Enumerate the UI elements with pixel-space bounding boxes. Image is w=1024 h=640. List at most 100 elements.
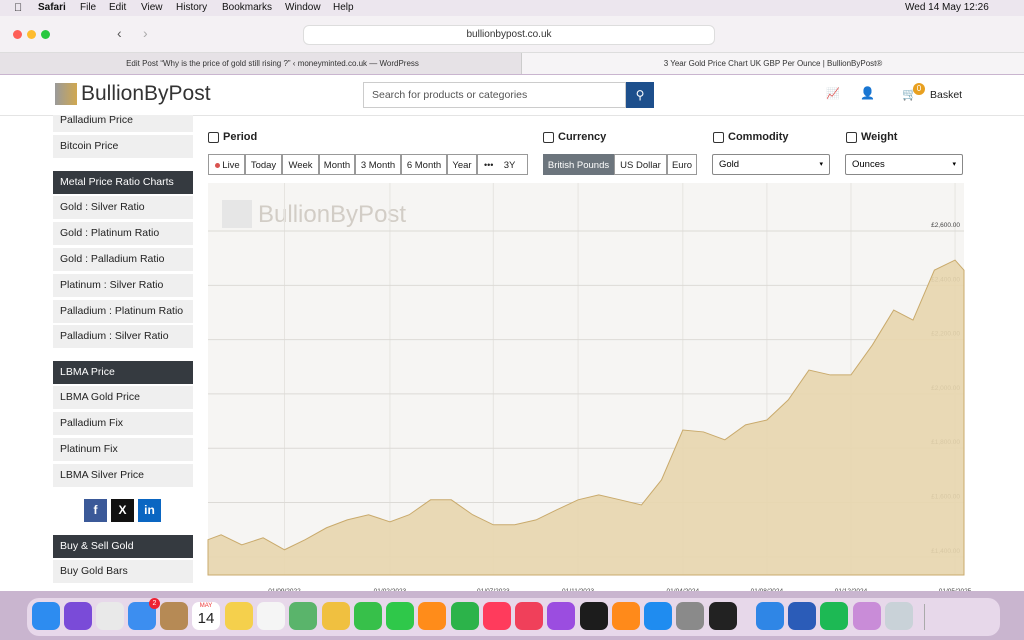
social-button[interactable]: in bbox=[138, 499, 161, 522]
dock-icon[interactable] bbox=[451, 602, 479, 630]
period-button[interactable]: Year bbox=[447, 154, 477, 175]
app-name[interactable]: Safari bbox=[38, 2, 66, 13]
back-button[interactable]: ‹ bbox=[117, 25, 122, 41]
sidebar-link[interactable]: Platinum : Silver Ratio bbox=[53, 273, 193, 297]
menu-bar:  Safari Wed 14 May 12:26 File Edit View Hi… bbox=[0, 0, 1024, 16]
dock-icon[interactable]: 2 bbox=[128, 598, 160, 630]
charts-menu[interactable]: 📈 bbox=[826, 88, 840, 100]
basket-link[interactable]: Basket bbox=[930, 89, 963, 101]
social-button[interactable]: f bbox=[84, 499, 107, 522]
period-button[interactable]: Today bbox=[245, 154, 282, 175]
sidebar-link[interactable]: Gold : Platinum Ratio bbox=[53, 222, 193, 246]
control-icon bbox=[543, 132, 554, 143]
menu-item[interactable]: File bbox=[80, 2, 97, 13]
forward-button[interactable]: › bbox=[143, 25, 148, 41]
apple-menu[interactable]:  bbox=[14, 2, 22, 14]
menu-item[interactable]: Window bbox=[285, 2, 321, 13]
period-button[interactable]: 6 Month bbox=[401, 154, 447, 175]
tab-active[interactable]: 3 Year Gold Price Chart UK GBP Per Ounce… bbox=[522, 53, 1024, 74]
dock-icon[interactable] bbox=[515, 602, 543, 630]
menu-item[interactable]: Edit bbox=[109, 2, 127, 13]
calendar-month: MAY bbox=[199, 603, 213, 609]
dock-icon[interactable]: MAY 14 bbox=[192, 602, 220, 630]
dock-icon[interactable] bbox=[612, 602, 640, 630]
tab-title: Edit Post “Why is the price of gold stil… bbox=[126, 59, 419, 68]
sidebar-link[interactable]: LBMA Gold Price bbox=[53, 386, 193, 410]
period-button[interactable]: Month bbox=[319, 154, 355, 175]
sidebar-link[interactable]: Palladium Price bbox=[53, 115, 193, 132]
period-buttons: Live Today Week Month 3 Month 6 Month Year 3Y ••… bbox=[208, 154, 738, 175]
period-button[interactable]: Week bbox=[282, 154, 319, 175]
close-button[interactable] bbox=[13, 30, 22, 39]
menu-item[interactable]: View bbox=[141, 2, 163, 13]
control-label: Period bbox=[223, 131, 258, 143]
dock-icon[interactable] bbox=[756, 602, 784, 630]
minimize-button[interactable] bbox=[27, 30, 36, 39]
menu-item[interactable]: Help bbox=[333, 2, 354, 13]
search-button[interactable]: ⚲ bbox=[626, 82, 654, 108]
menu-item[interactable]: History bbox=[176, 2, 208, 13]
dock-separator bbox=[924, 604, 925, 630]
period-button[interactable]: Live bbox=[208, 154, 245, 175]
dock-icon[interactable] bbox=[820, 602, 848, 630]
price-area bbox=[207, 259, 965, 576]
period-button[interactable]: 3Y ••• bbox=[477, 154, 528, 175]
sidebar-link[interactable]: Gold : Palladium Ratio bbox=[53, 247, 193, 271]
dock-icon[interactable] bbox=[676, 602, 704, 630]
sidebar-link[interactable]: LBMA Silver Price bbox=[53, 463, 193, 487]
x-tick-label: 01/02/2023 bbox=[374, 588, 407, 591]
dock-icon[interactable] bbox=[418, 602, 446, 630]
sidebar-link[interactable]: Bitcoin Price bbox=[53, 134, 193, 158]
logo[interactable]: BullionByPost bbox=[81, 82, 211, 105]
currency-button[interactable]: British Pounds bbox=[543, 154, 614, 175]
control-label: Commodity bbox=[728, 131, 789, 143]
social-button[interactable]: X bbox=[111, 499, 134, 522]
sidebar-link[interactable]: Buy Gold Bars bbox=[53, 560, 193, 584]
select[interactable]: Gold ▾ bbox=[712, 154, 830, 175]
x-tick-label: 01/09/2022 bbox=[268, 588, 301, 591]
menu-item[interactable]: Bookmarks bbox=[222, 2, 273, 13]
currency-button[interactable]: US Dollar bbox=[614, 154, 667, 175]
period-button[interactable]: 3 Month bbox=[355, 154, 401, 175]
dock-icon[interactable] bbox=[289, 602, 317, 630]
dock-icon[interactable] bbox=[354, 602, 382, 630]
tab[interactable]: Edit Post “Why is the price of gold stil… bbox=[24, 53, 522, 74]
dock-icon[interactable] bbox=[644, 602, 672, 630]
dock-icon[interactable] bbox=[322, 602, 350, 630]
dock-icon[interactable] bbox=[32, 602, 60, 630]
dock-icon[interactable] bbox=[547, 602, 575, 630]
x-tick-label: 01/04/2024 bbox=[667, 588, 700, 591]
sidebar-link[interactable]: Platinum Fix bbox=[53, 437, 193, 461]
dock-icon[interactable] bbox=[853, 602, 881, 630]
sidebar-heading: Buy & Sell Gold bbox=[53, 534, 193, 558]
zoom-button[interactable] bbox=[41, 30, 50, 39]
dock-icon[interactable] bbox=[96, 602, 124, 630]
browser-toolbar: ‹ › bullionbypost.co.uk bbox=[0, 16, 1024, 53]
more-icon: ••• bbox=[484, 160, 494, 170]
address-bar[interactable]: bullionbypost.co.uk bbox=[303, 25, 715, 45]
dock-icon[interactable] bbox=[483, 602, 511, 630]
account-menu[interactable]: 👤 bbox=[860, 86, 875, 100]
control-icon bbox=[208, 132, 219, 143]
clock[interactable]: Wed 14 May 12:26 bbox=[905, 2, 989, 13]
sidebar-link[interactable]: Gold : Silver Ratio bbox=[53, 196, 193, 220]
sidebar-link[interactable]: Palladium Fix bbox=[53, 412, 193, 436]
select[interactable]: Ounces ▾ bbox=[845, 154, 963, 175]
dock-icon[interactable] bbox=[709, 602, 737, 630]
search-input[interactable]: Search for products or categories bbox=[363, 82, 626, 108]
dock-icon[interactable] bbox=[225, 602, 253, 630]
dock-icon[interactable] bbox=[788, 602, 816, 630]
dock-icon[interactable] bbox=[386, 602, 414, 630]
currency-button[interactable]: Euro bbox=[667, 154, 697, 175]
dock-icon[interactable] bbox=[160, 602, 188, 630]
sidebar-link[interactable]: Palladium : Platinum Ratio bbox=[53, 299, 193, 323]
sidebar-link[interactable]: Palladium : Silver Ratio bbox=[53, 325, 193, 349]
search-placeholder: Search for products or categories bbox=[372, 89, 528, 101]
dock-icon[interactable] bbox=[64, 602, 92, 630]
dock-icon[interactable] bbox=[257, 602, 285, 630]
basket-count: 0 bbox=[913, 83, 925, 95]
live-dot bbox=[215, 163, 220, 168]
dock-icon[interactable] bbox=[580, 602, 608, 630]
dock-icon[interactable] bbox=[885, 602, 913, 630]
